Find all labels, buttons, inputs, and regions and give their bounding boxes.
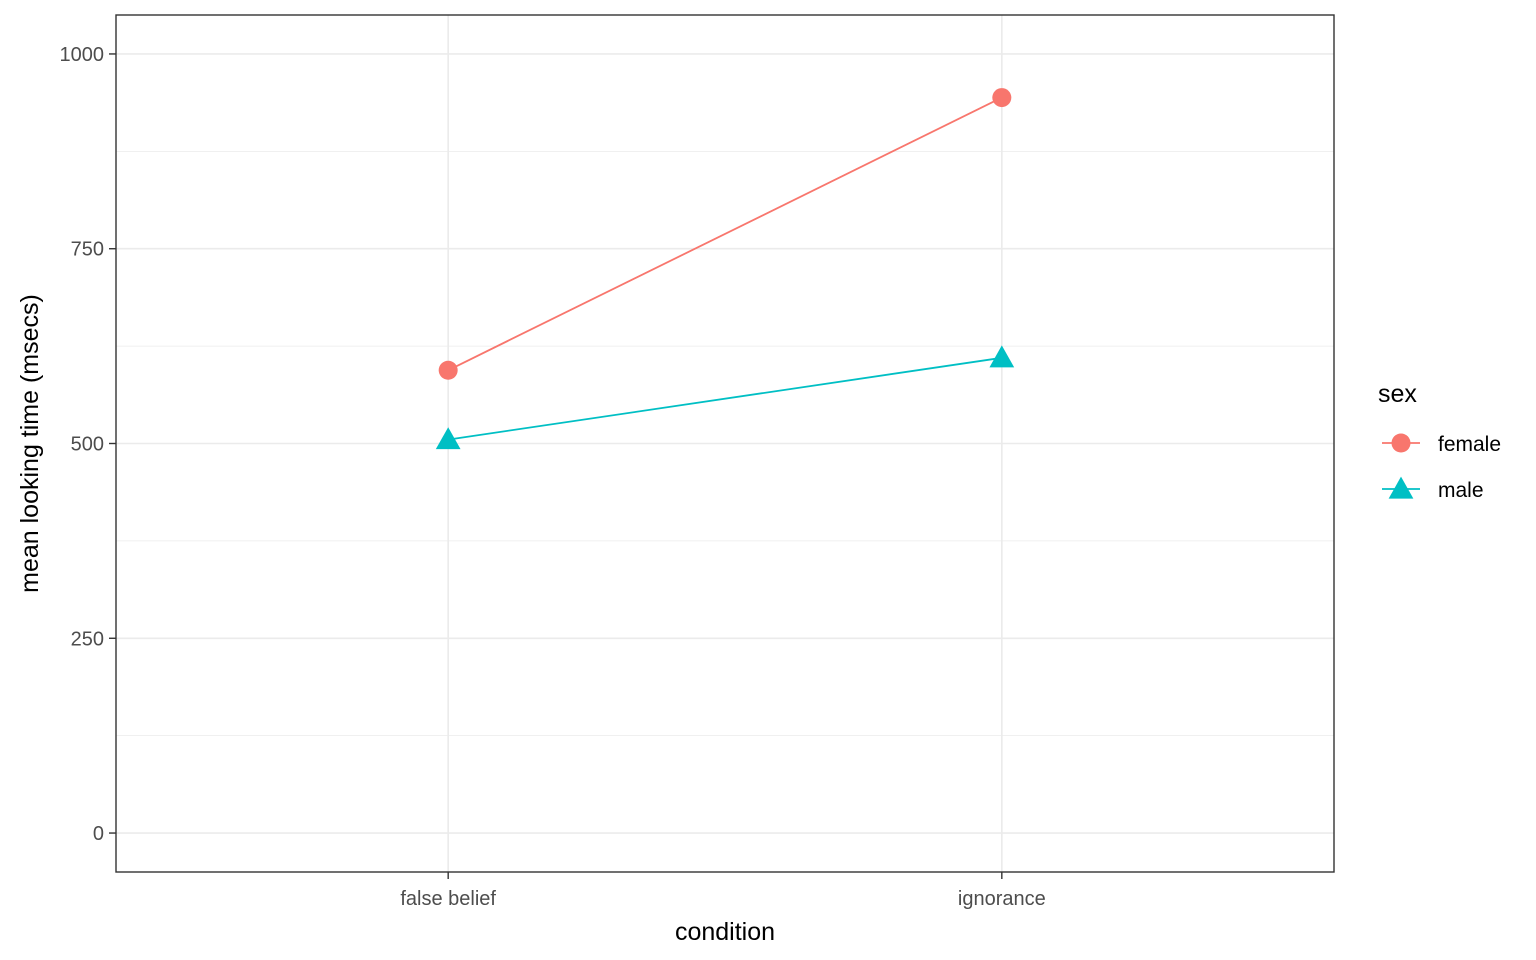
data-point-male bbox=[435, 427, 461, 450]
data-point-female bbox=[992, 88, 1012, 108]
series-male bbox=[435, 345, 1015, 450]
series-line-female bbox=[447, 96, 1003, 372]
legend-label: female bbox=[1438, 433, 1501, 456]
x-tick-label: false belief bbox=[400, 888, 496, 910]
data-point-female bbox=[438, 360, 458, 380]
y-tick-label: 750 bbox=[71, 239, 104, 261]
axis-ticks: 0 250 500 750 1000 false belief ignorance bbox=[60, 44, 1046, 910]
legend-label: male bbox=[1438, 479, 1484, 502]
legend-key-circle-icon bbox=[1391, 433, 1411, 453]
data-point-male bbox=[989, 345, 1015, 368]
y-tick-label: 1000 bbox=[60, 44, 105, 66]
y-tick-label: 0 bbox=[93, 823, 104, 845]
legend-items: female male bbox=[1382, 433, 1501, 502]
y-tick-label: 500 bbox=[71, 434, 104, 456]
y-axis-title: mean looking time (msecs) bbox=[16, 294, 44, 593]
series-line-male bbox=[448, 356, 1002, 441]
x-tick-label: ignorance bbox=[958, 888, 1046, 910]
x-axis-title: condition bbox=[675, 918, 775, 946]
legend-key-triangle-icon bbox=[1388, 476, 1414, 499]
legend-item-male: male bbox=[1382, 476, 1484, 502]
series-female bbox=[438, 88, 1012, 380]
legend-title: sex bbox=[1378, 380, 1417, 408]
legend: sex female male bbox=[1378, 380, 1501, 502]
y-tick-label: 250 bbox=[71, 628, 104, 650]
series-layer bbox=[435, 88, 1015, 450]
grid bbox=[116, 15, 1334, 872]
legend-item-female: female bbox=[1382, 433, 1501, 456]
